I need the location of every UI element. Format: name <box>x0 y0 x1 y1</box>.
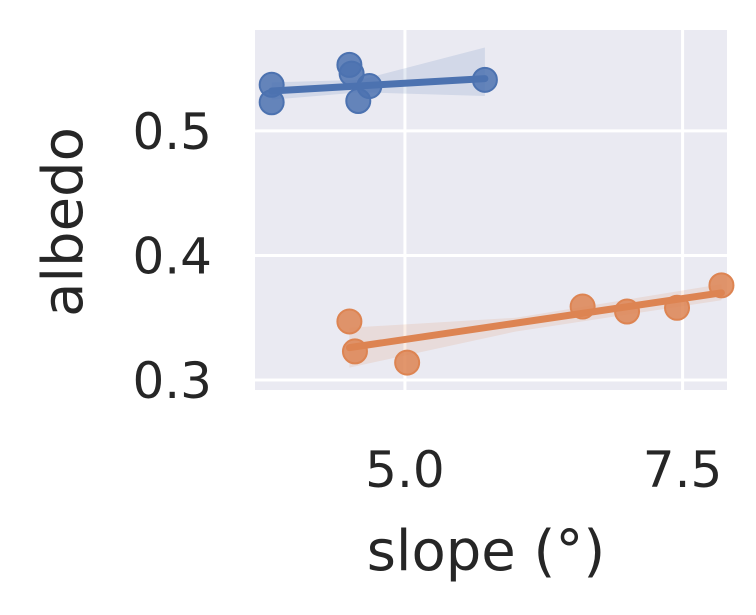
data-points <box>258 51 735 376</box>
x-tick-labels: 5.0 7.5 <box>365 441 722 499</box>
x-tick-label: 7.5 <box>643 441 723 499</box>
y-axis-label: albedo <box>31 127 96 317</box>
data-point <box>336 308 363 335</box>
grid-lines <box>255 30 727 390</box>
data-point <box>471 66 498 93</box>
data-point <box>664 294 691 321</box>
data-point <box>338 60 365 87</box>
y-tick-label: 0.4 <box>132 227 212 285</box>
data-point <box>394 349 421 376</box>
y-tick-label: 0.5 <box>132 103 212 161</box>
y-tick-labels: 0.3 0.4 0.5 <box>132 103 212 410</box>
data-point <box>341 338 368 365</box>
data-point <box>614 298 641 325</box>
data-point <box>708 272 735 299</box>
y-tick-label: 0.3 <box>132 352 212 410</box>
data-point <box>569 293 596 320</box>
x-tick-label: 5.0 <box>365 441 445 499</box>
regression-line <box>345 289 725 352</box>
x-axis-label: slope (°) <box>367 519 606 584</box>
data-point <box>258 89 285 116</box>
data-point <box>356 73 383 100</box>
